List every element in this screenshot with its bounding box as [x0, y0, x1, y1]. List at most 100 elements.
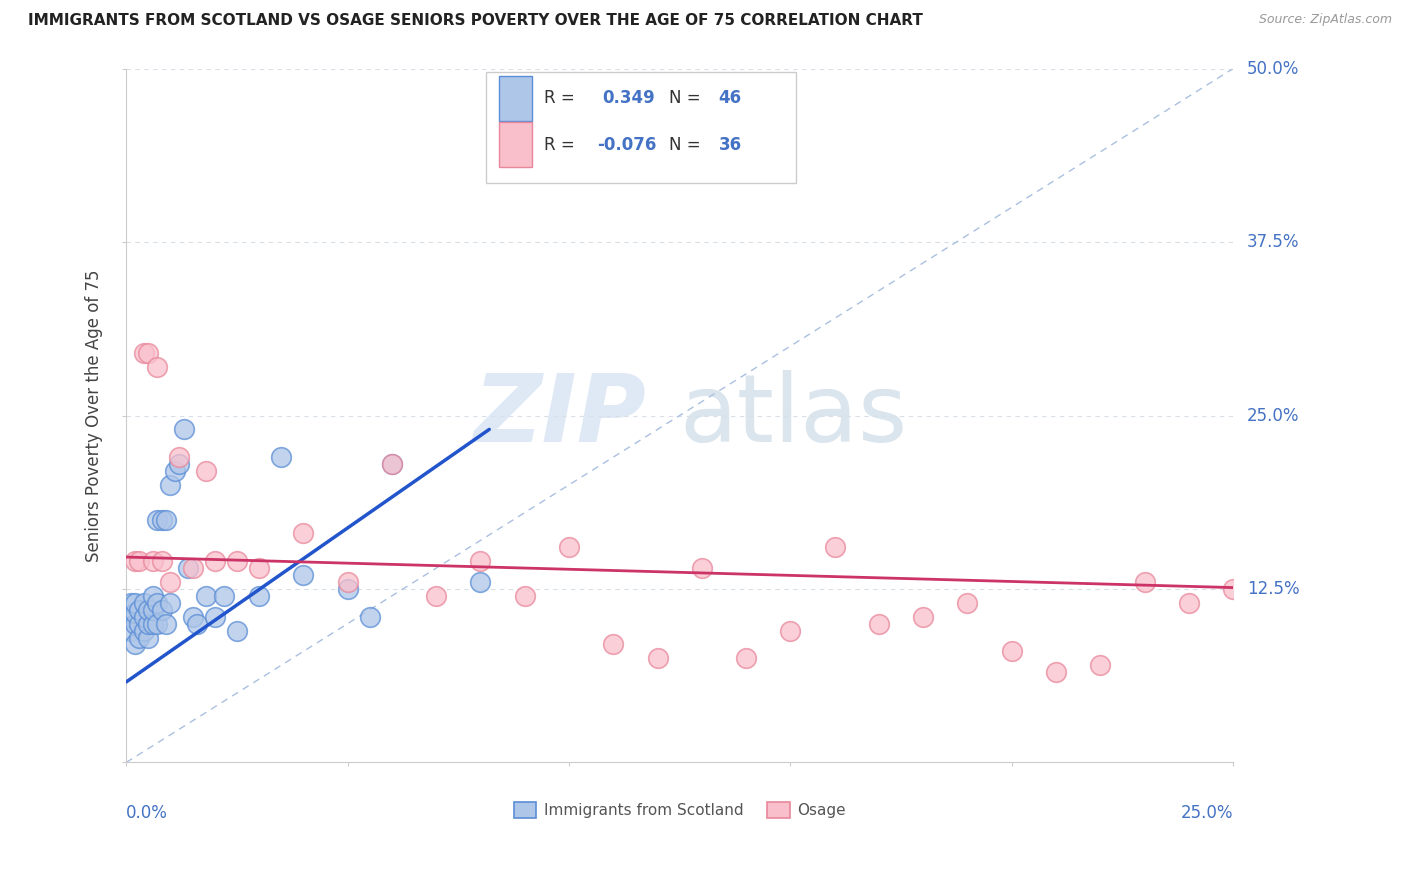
Point: [138, 603, 160, 617]
Point: [146, 596, 169, 610]
Point: [159, 575, 181, 590]
Text: 25.0%: 25.0%: [1181, 804, 1233, 822]
Point: [647, 651, 669, 665]
Point: [169, 450, 191, 464]
Point: [225, 624, 247, 638]
Point: [1222, 582, 1244, 596]
Text: -0.076: -0.076: [596, 136, 657, 154]
Point: [159, 596, 181, 610]
Point: [142, 603, 165, 617]
Point: [132, 609, 155, 624]
Text: N =: N =: [669, 89, 706, 107]
Point: [824, 541, 846, 555]
Point: [204, 554, 226, 568]
Point: [381, 457, 404, 471]
Point: [868, 616, 890, 631]
Point: [779, 624, 801, 638]
Text: 0.349: 0.349: [602, 89, 655, 107]
Point: [124, 616, 146, 631]
Point: [138, 346, 160, 360]
Point: [138, 616, 160, 631]
Point: [425, 589, 447, 603]
Point: [124, 596, 146, 610]
Point: [132, 346, 155, 360]
Bar: [499, 76, 533, 121]
Point: [128, 631, 150, 645]
Point: [120, 624, 142, 638]
Point: [124, 638, 146, 652]
Point: [132, 624, 155, 638]
Point: [381, 457, 404, 471]
Point: [690, 561, 713, 575]
Point: [128, 603, 150, 617]
Point: [212, 589, 235, 603]
Point: [194, 589, 217, 603]
Point: [163, 464, 186, 478]
Point: [602, 638, 624, 652]
Text: Source: ZipAtlas.com: Source: ZipAtlas.com: [1258, 13, 1392, 27]
Point: [120, 596, 142, 610]
Text: ZIP: ZIP: [474, 369, 647, 461]
Point: [558, 117, 581, 131]
Point: [558, 541, 581, 555]
Text: 46: 46: [718, 89, 741, 107]
Point: [142, 589, 165, 603]
Legend: Immigrants from Scotland, Osage: Immigrants from Scotland, Osage: [508, 796, 852, 824]
Text: R =: R =: [544, 136, 579, 154]
Point: [146, 359, 169, 374]
Y-axis label: Seniors Poverty Over the Age of 75: Seniors Poverty Over the Age of 75: [86, 269, 103, 562]
Point: [181, 609, 204, 624]
Text: 36: 36: [718, 136, 741, 154]
Point: [270, 450, 292, 464]
Point: [142, 554, 165, 568]
Point: [336, 575, 359, 590]
Point: [1045, 665, 1067, 680]
Point: [1133, 575, 1156, 590]
Text: 0.0%: 0.0%: [127, 804, 169, 822]
Point: [956, 596, 979, 610]
Text: 25.0%: 25.0%: [1247, 407, 1299, 425]
Point: [155, 616, 177, 631]
Point: [132, 596, 155, 610]
Point: [155, 513, 177, 527]
Point: [186, 616, 208, 631]
Point: [146, 616, 169, 631]
Point: [247, 561, 270, 575]
Text: 50.0%: 50.0%: [1247, 60, 1299, 78]
Point: [1001, 644, 1024, 658]
Text: R =: R =: [544, 89, 579, 107]
Point: [120, 609, 142, 624]
Point: [138, 631, 160, 645]
Text: 37.5%: 37.5%: [1247, 233, 1299, 251]
Point: [128, 616, 150, 631]
Point: [513, 589, 536, 603]
Point: [912, 609, 935, 624]
Point: [336, 582, 359, 596]
Point: [735, 651, 758, 665]
Text: atlas: atlas: [679, 369, 908, 461]
Point: [142, 616, 165, 631]
Point: [169, 457, 191, 471]
Point: [146, 513, 169, 527]
Point: [128, 554, 150, 568]
Point: [470, 575, 492, 590]
Bar: [499, 122, 533, 168]
Point: [1090, 658, 1112, 673]
Point: [173, 422, 195, 436]
Point: [194, 464, 217, 478]
Point: [150, 513, 173, 527]
Bar: [486, 72, 796, 183]
Point: [225, 554, 247, 568]
Point: [470, 554, 492, 568]
Point: [150, 603, 173, 617]
Text: 12.5%: 12.5%: [1247, 580, 1299, 598]
Point: [124, 606, 146, 620]
Point: [159, 478, 181, 492]
Point: [247, 589, 270, 603]
Point: [177, 561, 200, 575]
Point: [181, 561, 204, 575]
Text: IMMIGRANTS FROM SCOTLAND VS OSAGE SENIORS POVERTY OVER THE AGE OF 75 CORRELATION: IMMIGRANTS FROM SCOTLAND VS OSAGE SENIOR…: [28, 13, 922, 29]
Text: N =: N =: [669, 136, 706, 154]
Point: [359, 609, 381, 624]
Point: [150, 554, 173, 568]
